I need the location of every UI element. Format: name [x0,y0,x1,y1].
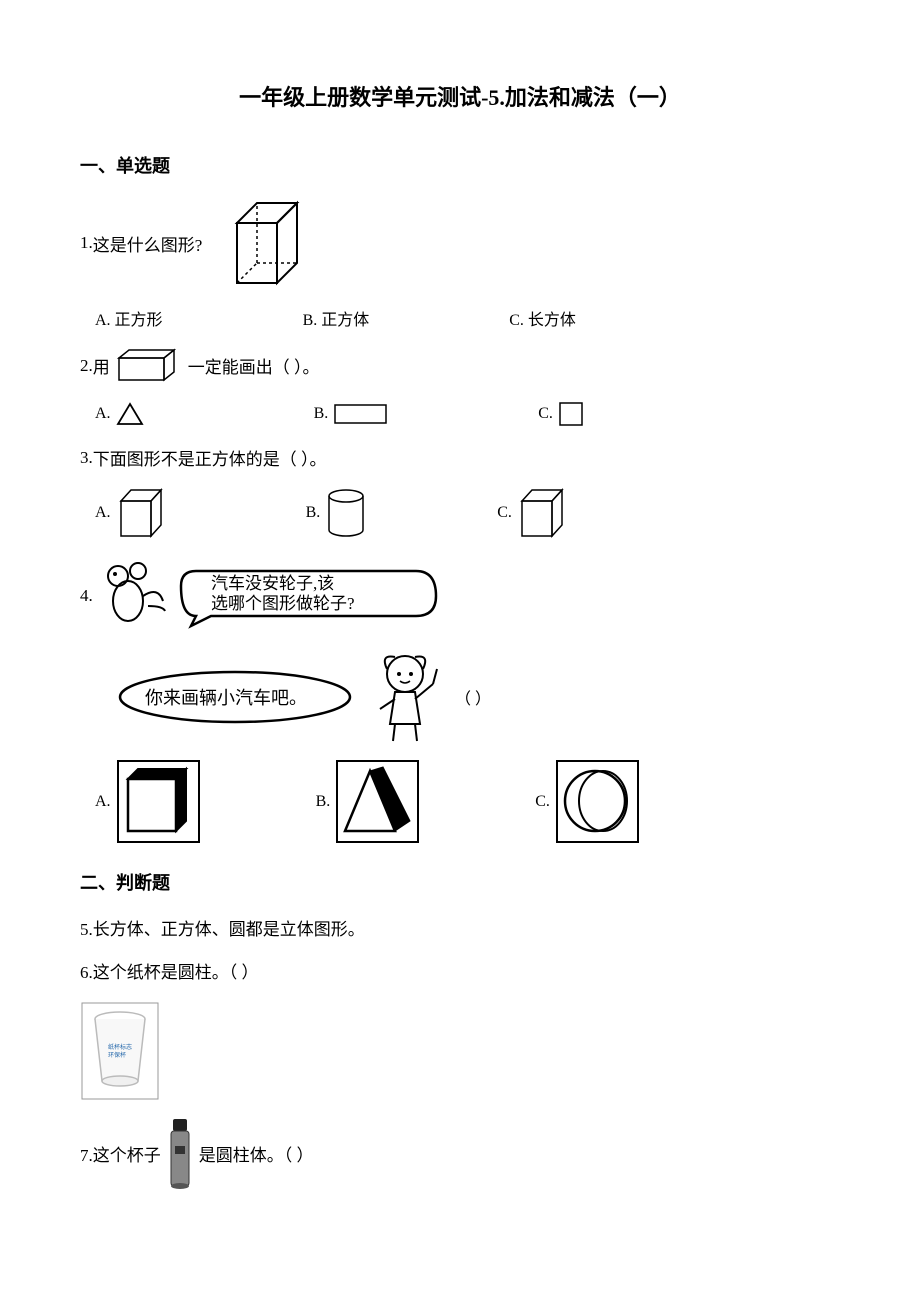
question-4: 4. 汽车没安轮子,该 选哪个图形做轮子? [80,556,840,631]
question-5: 5.长方体、正方体、圆都是立体图形。 [80,915,840,940]
boxed-cuboid-icon [116,759,201,844]
q1-option-a: A. 正方形 [95,306,163,330]
q2-opt-c-label: C. [538,405,553,423]
q4-paren: （ ） [455,685,491,709]
q2-opt-a-label: A. [95,405,111,423]
q1-opt-a-label: A. 正方形 [95,306,163,330]
q1-text: 这是什么图形? [93,231,203,256]
question-3: 3. 下面图形不是正方体的是（ ）。 [80,445,840,470]
svg-text:你来画辆小汽车吧。: 你来画辆小汽车吧。 [145,688,307,708]
q2-options: A. B. C. [80,401,840,427]
q2-text-before: 用 [93,353,110,378]
q3-opt-a-label: A. [95,504,111,522]
page-title: 一年级上册数学单元测试-5.加法和减法（一） [80,80,840,112]
svg-text:纸杯标志: 纸杯标志 [108,1043,132,1051]
q2-opt-b-label: B. [314,405,329,423]
cuboid-icon [114,348,184,383]
boxed-prism-icon [335,759,420,844]
q1-option-c: C. 长方体 [509,306,576,330]
q1-number: 1. [80,233,93,253]
q2-option-c: C. [538,401,584,427]
q4-opt-a-label: A. [95,793,111,811]
section2-header: 二、判断题 [80,869,840,895]
mouse-character-icon [93,556,168,631]
q4-option-a: A. [95,759,201,844]
thermos-icon [165,1116,195,1191]
q2-text-after: 一定能画出（ ）。 [188,353,320,378]
girl-character-icon [365,649,445,744]
q3-option-c: C. [497,488,567,538]
q6-image: 纸杯标志 环保杯 [80,1001,840,1101]
q4-opt-c-label: C. [535,793,550,811]
q1-opt-b-label: B. 正方体 [303,306,370,330]
q4-opt-b-label: B. [316,793,331,811]
q2-option-a: A. [95,402,144,426]
q1-opt-c-label: C. 长方体 [509,306,576,330]
question-1: 1. 这是什么图形? [80,198,840,288]
q4-number: 4. [80,586,93,606]
q1-option-b: B. 正方体 [303,306,370,330]
rectangle-icon [333,403,388,425]
cylinder-icon [325,488,367,538]
q4-options: A. B. C. [80,759,840,844]
q2-number: 2. [80,356,93,376]
question-2: 2. 用 一定能画出（ ）。 [80,348,840,383]
speech-bubble2-icon: 你来画辆小汽车吧。 [115,667,355,727]
q6-text: 6.这个纸杯是圆柱。（ ） [80,958,259,983]
speech-bubble1-icon: 汽车没安轮子,该 选哪个图形做轮子? [176,556,446,631]
cube-small2-icon [517,488,567,538]
q5-text: 5.长方体、正方体、圆都是立体图形。 [80,915,365,940]
svg-text:环保杯: 环保杯 [108,1051,126,1059]
q3-opt-b-label: B. [306,504,321,522]
q3-opt-c-label: C. [497,504,512,522]
svg-text:汽车没安轮子,该: 汽车没安轮子,该 [211,574,334,593]
q4-bubble2-block: 你来画辆小汽车吧。 （ ） [80,649,840,744]
q1-options: A. 正方形 B. 正方体 C. 长方体 [80,306,840,330]
q3-text: 下面图形不是正方体的是（ ）。 [93,445,327,470]
q3-options: A. B. C. [80,488,840,538]
q4-option-b: B. [316,759,421,844]
boxed-sphere-icon [555,759,640,844]
section1-header: 一、单选题 [80,152,840,178]
cube-icon [227,198,307,288]
triangle-icon [116,402,144,426]
q2-option-b: B. [314,403,389,425]
q3-number: 3. [80,448,93,468]
paper-cup-icon: 纸杯标志 环保杯 [80,1001,160,1101]
q7-text-before: 7.这个杯子 [80,1141,161,1166]
cube-small-icon [116,488,166,538]
q7-text-after: 是圆柱体。（ ） [199,1141,314,1166]
question-6: 6.这个纸杯是圆柱。（ ） [80,958,840,983]
svg-text:选哪个图形做轮子?: 选哪个图形做轮子? [211,594,355,613]
q4-option-c: C. [535,759,640,844]
q3-option-a: A. [95,488,166,538]
q3-option-b: B. [306,488,368,538]
question-7: 7.这个杯子 是圆柱体。（ ） [80,1116,840,1191]
square-icon [558,401,584,427]
